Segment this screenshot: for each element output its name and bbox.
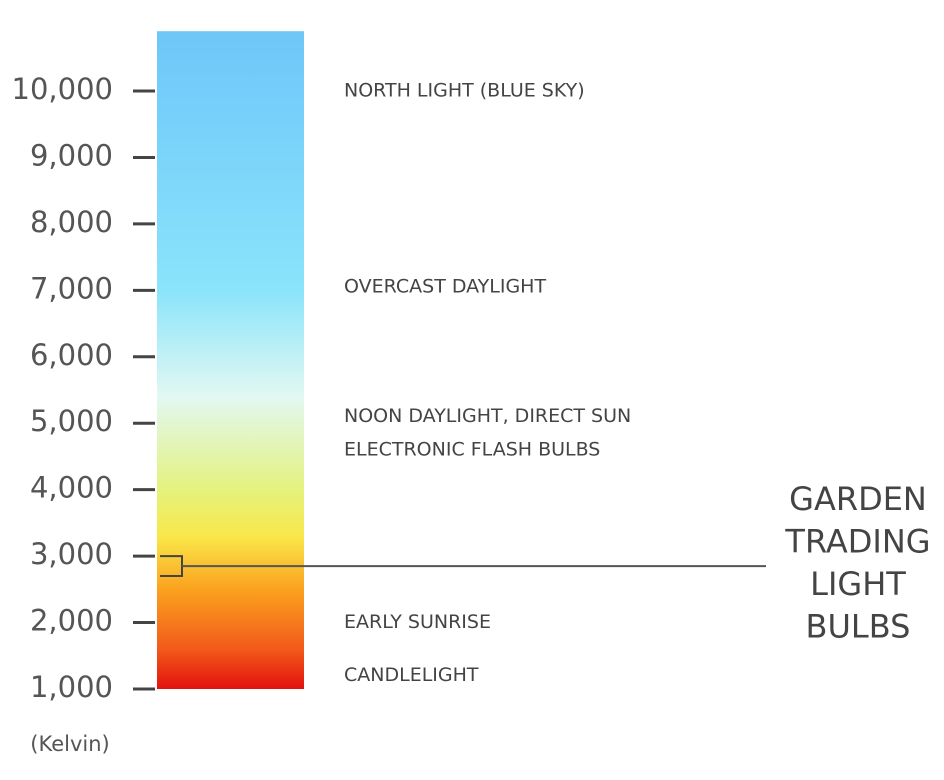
- annotation: CANDLELIGHT: [344, 664, 479, 686]
- annotation: ELECTRONIC FLASH BULBS: [344, 438, 600, 460]
- y-tick-label: 6,000: [30, 338, 113, 372]
- annotation: EARLY SUNRISE: [344, 611, 491, 633]
- callout-text: TRADING: [784, 523, 930, 561]
- y-tick-label: 5,000: [30, 404, 113, 438]
- y-tick-label: 3,000: [30, 537, 113, 571]
- color-bar: [157, 31, 304, 689]
- y-tick-label: 8,000: [30, 205, 113, 239]
- y-tick-label: 4,000: [30, 471, 113, 505]
- axis-label: (Kelvin): [30, 732, 109, 756]
- callout-text: BULBS: [806, 608, 911, 646]
- y-tick-label: 10,000: [12, 72, 113, 106]
- y-tick-label: 9,000: [30, 138, 113, 172]
- callout-text: LIGHT: [810, 565, 906, 603]
- y-tick-label: 7,000: [30, 271, 113, 305]
- y-tick-label: 1,000: [30, 670, 113, 704]
- callout-text: GARDEN: [789, 480, 927, 518]
- annotation: NOON DAYLIGHT, DIRECT SUN: [344, 405, 631, 427]
- annotation: OVERCAST DAYLIGHT: [344, 276, 546, 298]
- annotation: NORTH LIGHT (BLUE SKY): [344, 80, 585, 102]
- y-tick-label: 2,000: [30, 604, 113, 638]
